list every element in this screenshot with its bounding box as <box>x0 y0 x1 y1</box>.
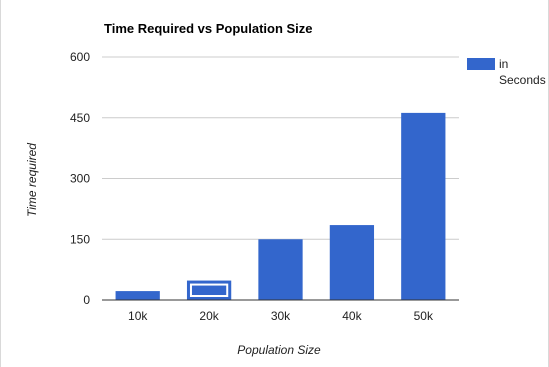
x-tick-label-10k: 10k <box>128 309 148 323</box>
y-axis-label: Time required <box>25 143 39 217</box>
y-tick-label-300: 300 <box>70 172 90 186</box>
y-axis-ticks: 0 150 300 450 600 <box>70 50 90 307</box>
y-tick-label-150: 150 <box>70 232 90 246</box>
x-tick-label-30k: 30k <box>271 309 291 323</box>
legend: in Seconds <box>467 57 546 87</box>
selected-bar-outline <box>189 283 229 297</box>
x-tick-label-50k: 50k <box>414 309 434 323</box>
legend-label: in Seconds <box>499 57 546 87</box>
legend-label-line-1: in <box>499 57 508 71</box>
x-axis-label: Population Size <box>237 343 321 357</box>
bar-30k[interactable] <box>258 239 303 300</box>
y-tick-label-450: 450 <box>70 111 90 125</box>
x-axis-ticks: 10k 20k 30k 40k 50k <box>128 309 434 323</box>
bar-20k[interactable] <box>186 280 232 300</box>
y-tick-label-0: 0 <box>83 293 90 307</box>
bar-10k[interactable] <box>115 291 160 300</box>
legend-label-line-2: Seconds <box>499 73 546 87</box>
bars <box>115 112 446 300</box>
x-tick-label-20k: 20k <box>199 309 219 323</box>
chart-title: Time Required vs Population Size <box>104 21 313 36</box>
legend-swatch <box>467 58 495 70</box>
bar-40k[interactable] <box>329 225 375 300</box>
bar-50k[interactable] <box>401 112 446 300</box>
x-tick-label-40k: 40k <box>342 309 362 323</box>
y-tick-label-600: 600 <box>70 50 90 64</box>
